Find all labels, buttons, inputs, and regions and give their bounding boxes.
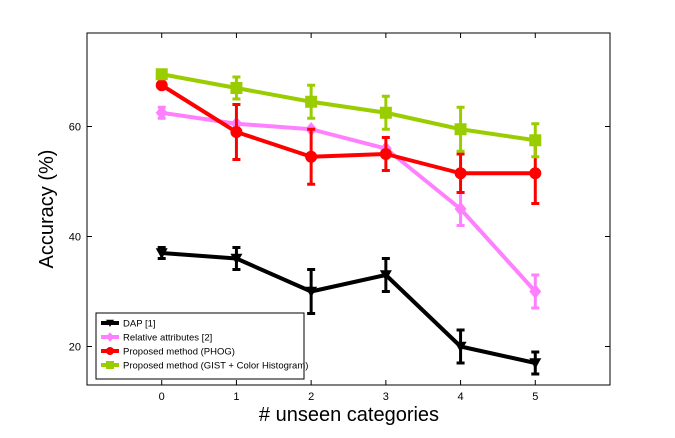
legend-swatch-marker [106,347,114,355]
data-point [529,167,542,180]
data-point [454,167,467,180]
data-point [155,105,168,120]
data-point [529,134,542,147]
series-line [161,72,536,143]
series-line [161,251,536,365]
data-point [454,123,467,136]
data-point [305,150,318,163]
series-group [155,79,542,205]
data-point [529,358,542,369]
series-group [155,68,542,159]
data-point [230,253,243,265]
data-point [305,286,318,298]
data-point [230,126,243,138]
legend-swatch-marker [106,319,114,327]
y-tick-label: 20 [69,342,81,354]
data-point [379,148,392,160]
data-point [379,106,392,119]
y-axis-label: Accuracy (%) [36,150,58,269]
x-tick-label: 2 [308,391,314,403]
x-tick-label: 5 [532,391,538,403]
legend-box [95,312,305,380]
x-axis-label: # unseen categories [259,404,439,426]
legend-label: Proposed method (GIST + Color Histogram) [123,361,308,372]
x-tick-label: 3 [383,391,389,403]
data-point [454,341,467,353]
x-tick-label: 0 [159,391,165,403]
data-point [230,82,243,94]
legend-swatch-marker [106,332,114,342]
series-group [155,246,542,376]
data-point [155,79,168,92]
data-point [155,248,168,259]
data-point [454,201,467,217]
legend-swatch-marker [106,361,114,369]
series-line [160,83,536,176]
tick-layer: 0 1 2 3 4 5 20 40 60 [69,33,610,403]
y-tick-label: 40 [69,232,81,244]
data-point [155,68,168,81]
data-point [305,95,318,108]
legend: DAP [1] Relative attributes [2] Proposed m… [95,312,308,380]
data-point [529,284,542,299]
series-layer [155,68,542,376]
legend-label: Proposed method (PHOG) [123,347,235,358]
y-tick-label: 60 [69,122,81,134]
legend-label: DAP [1] [123,319,156,330]
x-tick-label: 1 [233,391,239,403]
x-tick-label: 4 [458,391,464,403]
data-point [379,270,392,281]
legend-label: Relative attributes [2] [123,333,212,344]
